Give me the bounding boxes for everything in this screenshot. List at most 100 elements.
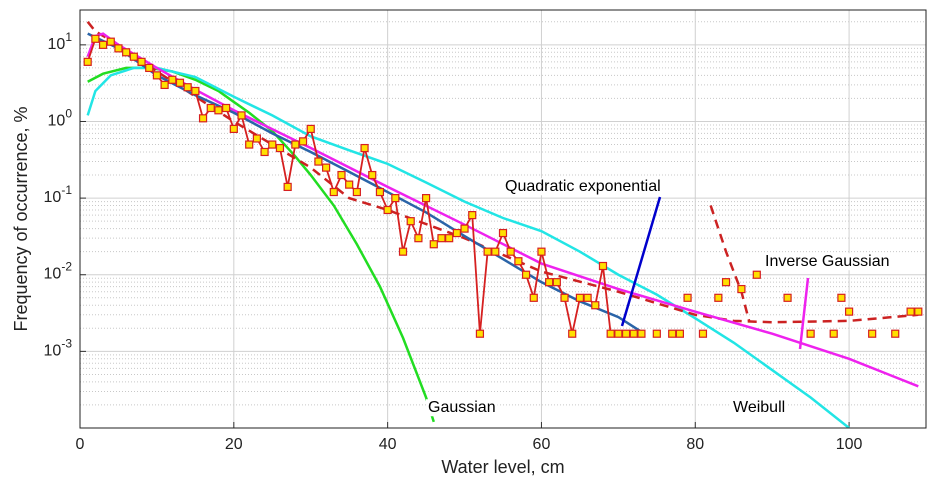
x-tick-label: 80 xyxy=(686,436,704,453)
data-point xyxy=(675,329,684,338)
data-point xyxy=(606,329,615,338)
y-axis-label: Frequency of occurrence, % xyxy=(11,106,31,331)
data-point xyxy=(237,111,246,120)
x-tick-label: 20 xyxy=(225,436,243,453)
data-point xyxy=(83,57,92,66)
data-point xyxy=(475,329,485,338)
annotation-background xyxy=(731,399,788,417)
data-point xyxy=(360,143,369,153)
annotation-background xyxy=(503,178,663,196)
data-point xyxy=(375,187,385,197)
y-tick-label: 10-1 xyxy=(44,183,73,206)
data-point xyxy=(652,329,661,338)
data-point xyxy=(129,52,138,61)
data-point xyxy=(837,293,846,302)
data-point xyxy=(91,34,100,43)
data-point xyxy=(98,40,108,49)
data-point xyxy=(214,106,223,115)
data-point xyxy=(514,257,523,266)
data-point xyxy=(398,247,408,256)
data-point xyxy=(621,329,631,338)
data-point xyxy=(222,103,231,113)
data-point xyxy=(437,234,446,243)
data-point xyxy=(445,234,454,243)
fit-curve xyxy=(86,21,919,324)
data-point xyxy=(714,293,723,302)
data-point xyxy=(891,329,900,338)
data-point xyxy=(806,329,815,338)
annotation-pointer xyxy=(798,277,810,350)
data-point xyxy=(345,180,354,189)
data-point xyxy=(737,284,746,294)
data-point xyxy=(175,78,185,87)
x-tick-label: 0 xyxy=(76,436,85,453)
data-point xyxy=(268,140,277,149)
data-point xyxy=(668,329,677,338)
data-point xyxy=(829,329,838,338)
data-point xyxy=(322,163,331,172)
data-point xyxy=(521,270,531,279)
annotation: Inverse Gaussian xyxy=(765,253,890,270)
data-point xyxy=(391,194,400,203)
data-point xyxy=(529,293,538,302)
data-point xyxy=(698,329,708,338)
y-tick-label: 100 xyxy=(48,107,73,130)
fit-curve xyxy=(709,205,751,322)
data-point xyxy=(568,329,577,338)
data-point xyxy=(275,143,285,153)
data-point xyxy=(206,103,215,113)
annotation-pointer xyxy=(620,196,662,327)
data-point xyxy=(314,157,323,166)
data-point xyxy=(537,247,546,256)
data-point xyxy=(752,270,761,279)
data-point xyxy=(868,329,877,338)
data-point xyxy=(914,307,923,316)
data-point xyxy=(152,71,162,80)
data-point xyxy=(168,75,177,84)
data-point xyxy=(460,224,469,233)
x-tick-label: 60 xyxy=(533,436,551,453)
data-point xyxy=(591,301,600,310)
data-point xyxy=(229,124,238,134)
data-point xyxy=(421,194,431,203)
data-point xyxy=(844,307,854,316)
data-point xyxy=(614,329,623,338)
data-point xyxy=(683,293,692,302)
data-point xyxy=(583,293,592,302)
data-point xyxy=(106,37,115,46)
data-point xyxy=(198,114,208,123)
data-point xyxy=(245,140,254,149)
data-point xyxy=(468,211,477,220)
data-point xyxy=(191,86,200,96)
data-point xyxy=(498,228,508,238)
data-point xyxy=(552,278,561,287)
data-point xyxy=(560,293,569,302)
data-point xyxy=(598,261,608,271)
annotation-background xyxy=(763,253,892,271)
data-point xyxy=(122,48,131,57)
data-point xyxy=(329,187,338,197)
data-point xyxy=(575,293,585,302)
annotation-background xyxy=(426,399,498,417)
data-point xyxy=(429,240,438,249)
data-point xyxy=(291,140,300,149)
data-point xyxy=(406,217,415,226)
data-point xyxy=(629,329,638,338)
data-point xyxy=(337,170,346,180)
x-tick-label: 40 xyxy=(379,436,397,453)
data-point xyxy=(306,124,315,134)
data-point xyxy=(721,278,731,287)
data-point xyxy=(506,247,515,256)
data-point xyxy=(352,187,361,197)
data-point xyxy=(637,329,646,338)
data-point xyxy=(368,170,377,180)
data-point xyxy=(491,247,500,256)
data-point xyxy=(160,80,169,90)
x-tick-label: 100 xyxy=(836,436,863,453)
data-point xyxy=(383,205,392,215)
data-point xyxy=(783,293,792,302)
data-point xyxy=(252,134,261,143)
data-point xyxy=(260,147,269,157)
data-point xyxy=(452,228,461,238)
